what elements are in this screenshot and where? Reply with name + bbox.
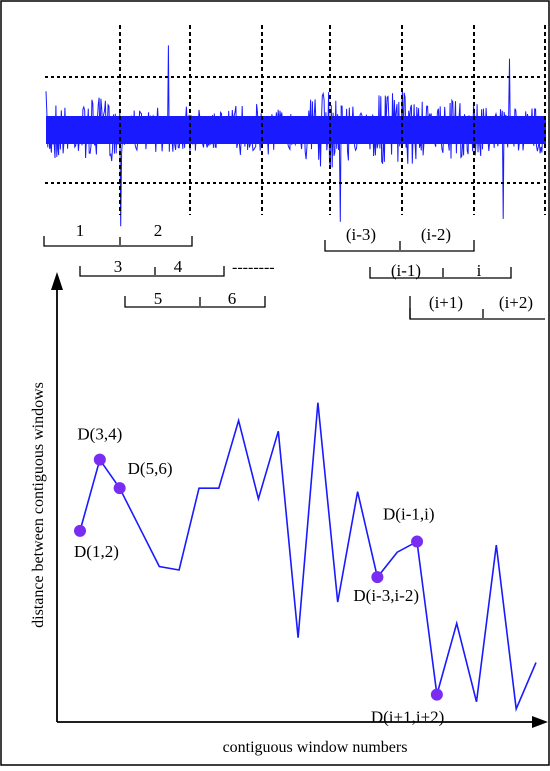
window-label-5: 5 bbox=[154, 289, 163, 308]
continuation-dashes: -------- bbox=[232, 259, 275, 276]
point-label-D(3,4): D(3,4) bbox=[77, 425, 122, 444]
point-label-D(i-3,i-2): D(i-3,i-2) bbox=[353, 586, 419, 605]
point-label-D(5,6): D(5,6) bbox=[128, 459, 173, 478]
y-axis-arrow bbox=[51, 272, 63, 290]
window-label-1: 1 bbox=[76, 221, 85, 240]
bracket-shape bbox=[324, 240, 475, 252]
point-label-D(1,2): D(1,2) bbox=[74, 542, 119, 561]
point-D(5,6) bbox=[113, 482, 126, 495]
bracket-shape bbox=[369, 267, 512, 279]
window-bracket-i1-i: (i-1) i bbox=[369, 261, 512, 280]
window-bracket-i3-i2: (i-3) (i-2) bbox=[324, 225, 475, 252]
x-axis-arrow bbox=[532, 716, 548, 728]
y-axis-label: distance between contiguous windows bbox=[30, 382, 47, 628]
window-bracket-1-2: 1 2 bbox=[43, 221, 193, 247]
window-label-i+2: (i+2) bbox=[499, 293, 533, 312]
window-bracket-5-6: 5 6 bbox=[124, 289, 266, 308]
window-label-3: 3 bbox=[114, 257, 123, 276]
window-label-i+1: (i+1) bbox=[429, 293, 463, 312]
point-D(i+1,i+2) bbox=[430, 688, 443, 701]
point-label-D(i-1,i): D(i-1,i) bbox=[383, 505, 434, 524]
window-label-2: 2 bbox=[154, 221, 163, 240]
window-label-i-2: (i-2) bbox=[421, 225, 451, 244]
window-label-4: 4 bbox=[174, 257, 183, 276]
point-label-D(i+1,i+2): D(i+1,i+2) bbox=[371, 708, 444, 727]
point-D(1,2) bbox=[74, 524, 86, 537]
window-bracket-3-4: 3 4 bbox=[79, 257, 225, 277]
point-D(i-1,i) bbox=[411, 535, 424, 548]
window-label-i-1: (i-1) bbox=[391, 261, 421, 280]
window-label-6: 6 bbox=[228, 289, 237, 308]
distance-points: D(1,2) D(3,4) D(5,6) D(i-3,i-2) D(i-1,i) D(i+… bbox=[74, 425, 444, 727]
window-bracket-i1-i2: (i+1) (i+2) bbox=[409, 293, 545, 320]
distance-series-line bbox=[79, 402, 537, 712]
x-axis-label: contiguous window numbers bbox=[223, 739, 408, 756]
chart-axes bbox=[51, 272, 548, 728]
bracket-shape bbox=[124, 296, 266, 308]
window-label-i: i bbox=[477, 261, 482, 280]
bracket-shape bbox=[43, 236, 193, 247]
window-boundary-markers bbox=[119, 25, 546, 215]
point-D(i-3,i-2) bbox=[371, 571, 384, 584]
point-D(3,4) bbox=[93, 453, 106, 466]
bracket-shape bbox=[79, 266, 225, 277]
signal-waveform bbox=[45, 45, 546, 227]
window-label-i-3: (i-3) bbox=[346, 225, 376, 244]
